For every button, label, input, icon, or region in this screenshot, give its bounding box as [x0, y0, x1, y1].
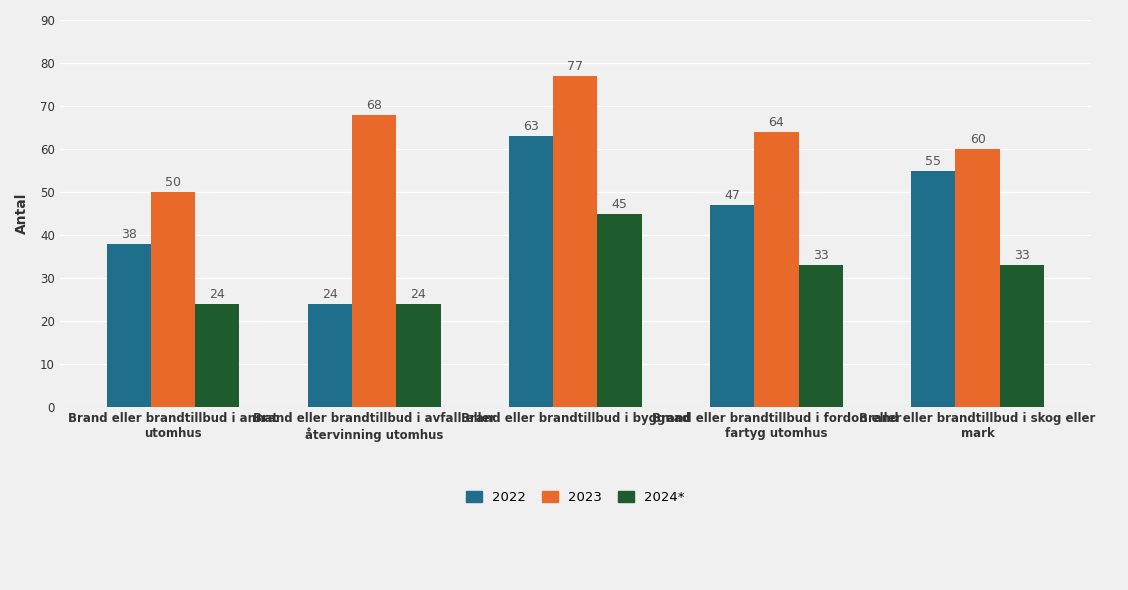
- Bar: [955, 149, 999, 407]
- Bar: [598, 214, 642, 407]
- Text: 64: 64: [768, 116, 784, 129]
- Bar: [107, 244, 151, 407]
- Text: 33: 33: [1014, 249, 1030, 262]
- Text: 24: 24: [323, 288, 338, 301]
- Bar: [799, 266, 843, 407]
- Bar: [195, 304, 239, 407]
- Bar: [911, 171, 955, 407]
- Bar: [553, 76, 598, 407]
- Bar: [151, 192, 195, 407]
- Text: 45: 45: [611, 198, 627, 211]
- Bar: [308, 304, 352, 407]
- Bar: [352, 114, 396, 407]
- Bar: [711, 205, 755, 407]
- Text: 33: 33: [813, 249, 829, 262]
- Bar: [509, 136, 553, 407]
- Text: 47: 47: [724, 189, 740, 202]
- Text: 63: 63: [523, 120, 539, 133]
- Text: 50: 50: [165, 176, 182, 189]
- Text: 68: 68: [367, 99, 382, 112]
- Text: 24: 24: [411, 288, 426, 301]
- Legend: 2022, 2023, 2024*: 2022, 2023, 2024*: [460, 486, 690, 509]
- Text: 55: 55: [925, 155, 942, 168]
- Bar: [999, 266, 1045, 407]
- Bar: [396, 304, 441, 407]
- Y-axis label: Antal: Antal: [15, 193, 29, 234]
- Text: 38: 38: [121, 228, 136, 241]
- Text: 24: 24: [210, 288, 226, 301]
- Text: 77: 77: [567, 60, 583, 73]
- Text: 60: 60: [970, 133, 986, 146]
- Bar: [755, 132, 799, 407]
